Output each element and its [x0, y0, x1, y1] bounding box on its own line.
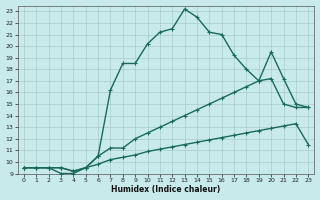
X-axis label: Humidex (Indice chaleur): Humidex (Indice chaleur): [111, 185, 221, 194]
